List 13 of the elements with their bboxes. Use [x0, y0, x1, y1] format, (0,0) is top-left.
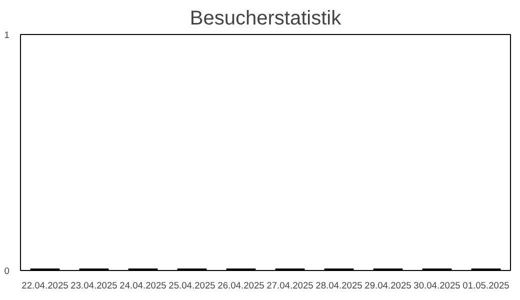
- x-tick-label: 23.04.2025: [70, 280, 118, 290]
- x-tick-label: 01.05.2025: [462, 280, 510, 290]
- x-tick-label: 25.04.2025: [168, 280, 216, 290]
- x-tick-label: 24.04.2025: [120, 280, 166, 290]
- x-tick-label: 22.04.2025: [22, 280, 68, 290]
- x-tick-label: 28.04.2025: [316, 280, 362, 290]
- chart-title: Besucherstatistik: [190, 8, 342, 30]
- x-tick-label: 30.04.2025: [414, 280, 460, 290]
- x-tick-label: 27.04.2025: [266, 280, 314, 290]
- x-tick-label: 26.04.2025: [218, 280, 264, 290]
- y-tick-label: 1: [4, 30, 10, 40]
- x-tick-label: 29.04.2025: [364, 280, 412, 290]
- y-tick-label: 0: [4, 266, 10, 276]
